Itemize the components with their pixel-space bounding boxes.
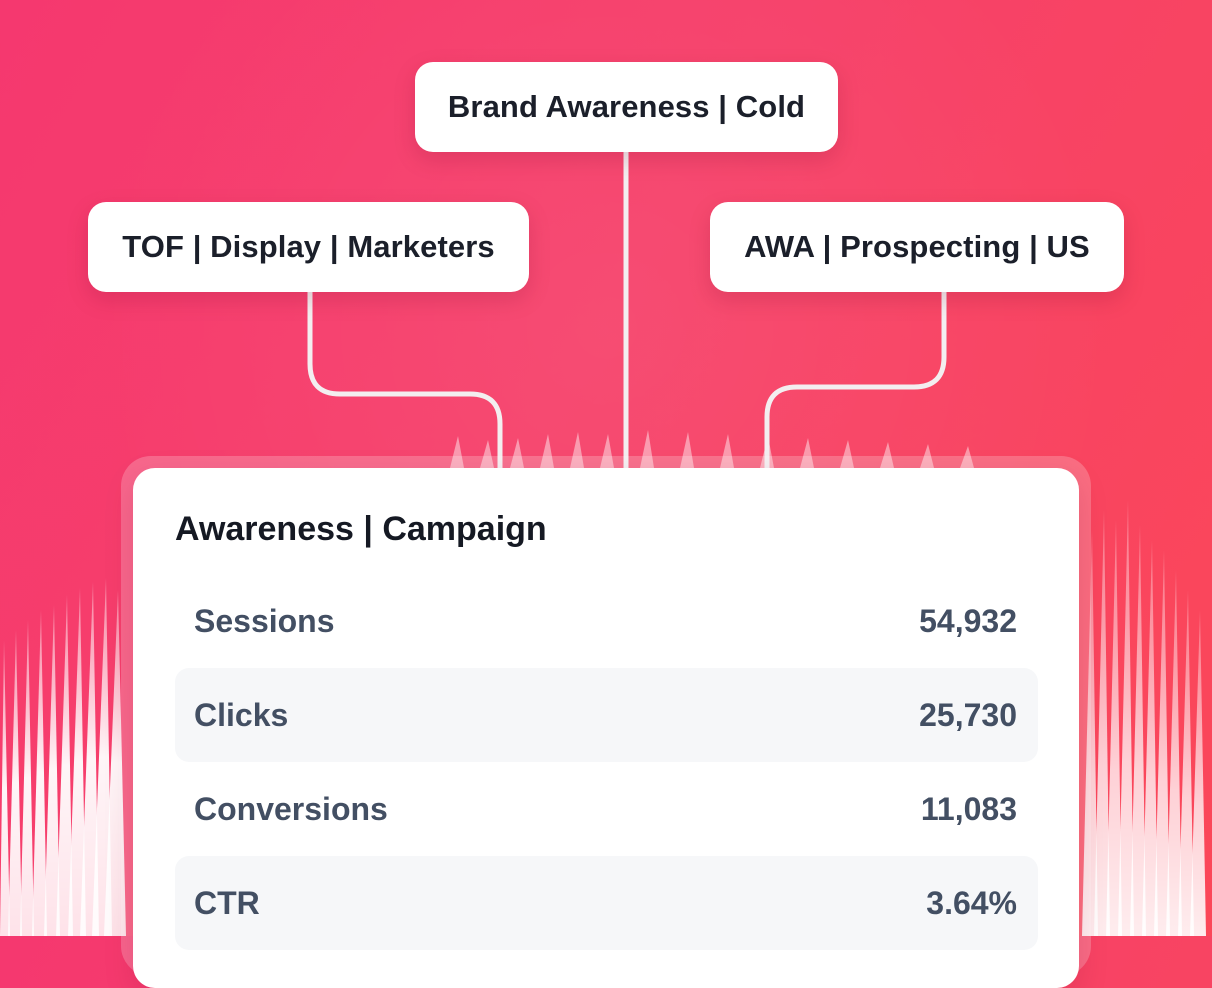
tag-awa-prospecting-us: AWA | Prospecting | US — [710, 202, 1124, 292]
metric-label: Sessions — [194, 602, 335, 639]
campaign-card: Awareness | Campaign Sessions 54,932 Cli… — [133, 468, 1079, 988]
metric-label: Clicks — [194, 696, 289, 733]
metric-row-clicks: Clicks 25,730 — [175, 668, 1038, 762]
metric-row-sessions: Sessions 54,932 — [175, 574, 1038, 668]
metric-row-conversions: Conversions 11,083 — [175, 762, 1038, 856]
connector-lines — [307, 149, 947, 473]
tag-label: Brand Awareness | Cold — [447, 89, 806, 124]
tag-label: AWA | Prospecting | US — [744, 229, 1090, 264]
connector-awa-to-card — [764, 289, 947, 473]
metric-label: CTR — [194, 884, 260, 921]
connector-tof-to-card — [307, 289, 503, 473]
tag-brand-awareness-cold: Brand Awareness | Cold — [415, 62, 838, 152]
metric-label: Conversions — [194, 790, 388, 827]
tag-tof-display-marketers: TOF | Display | Marketers — [88, 202, 529, 292]
metric-value: 11,083 — [920, 790, 1017, 827]
tag-label: TOF | Display | Marketers — [122, 229, 495, 264]
metrics-list: Sessions 54,932 Clicks 25,730 Conversion… — [175, 574, 1038, 950]
metric-value: 25,730 — [919, 696, 1017, 733]
metric-value: 54,932 — [919, 602, 1017, 639]
metric-value: 3.64% — [926, 884, 1017, 921]
card-title: Awareness | Campaign — [175, 510, 547, 548]
metric-row-ctr: CTR 3.64% — [175, 856, 1038, 950]
